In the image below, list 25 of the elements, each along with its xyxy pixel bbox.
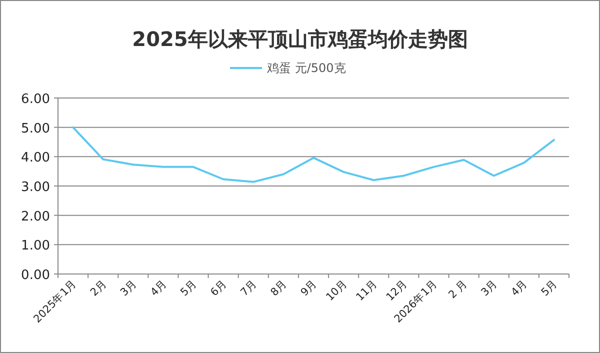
y-tick-label: 6.00 bbox=[21, 92, 50, 107]
x-tick-label: 9月 bbox=[298, 278, 320, 299]
x-tick-label: 3月 bbox=[478, 278, 500, 299]
x-tick-label: 2月 bbox=[88, 278, 110, 299]
y-tick-label: 5.00 bbox=[21, 121, 50, 136]
x-tick-label: 5月 bbox=[539, 278, 560, 299]
y-tick-label: 4.00 bbox=[21, 150, 50, 166]
y-tick-label: 1.00 bbox=[21, 238, 50, 254]
x-tick-label: 6月 bbox=[208, 278, 230, 299]
x-tick-label: 8月 bbox=[268, 278, 290, 299]
x-tick-label: 11月 bbox=[354, 278, 380, 304]
x-tick-label: 2 月 bbox=[446, 278, 470, 301]
chart-title: 2025年以来平顶山市鸡蛋均价走势图 bbox=[132, 27, 468, 51]
x-tick-label: 3月 bbox=[118, 278, 140, 299]
x-tick-label: 7月 bbox=[238, 278, 260, 299]
y-tick-label: 3.00 bbox=[21, 180, 50, 195]
x-tick-label: 12月 bbox=[384, 278, 410, 304]
x-tick-label: 4月 bbox=[509, 278, 530, 299]
x-tick-label: 10月 bbox=[324, 278, 350, 304]
x-tick-label: 5月 bbox=[178, 278, 200, 299]
x-tick-label: 4月 bbox=[148, 278, 170, 299]
y-tick-label: 2.00 bbox=[21, 209, 50, 224]
y-tick-label: 0.00 bbox=[21, 268, 50, 283]
legend-label: 鸡蛋 元/500克 bbox=[266, 61, 346, 75]
line-series bbox=[72, 126, 555, 183]
